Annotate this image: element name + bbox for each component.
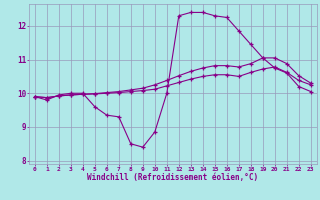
X-axis label: Windchill (Refroidissement éolien,°C): Windchill (Refroidissement éolien,°C): [87, 173, 258, 182]
